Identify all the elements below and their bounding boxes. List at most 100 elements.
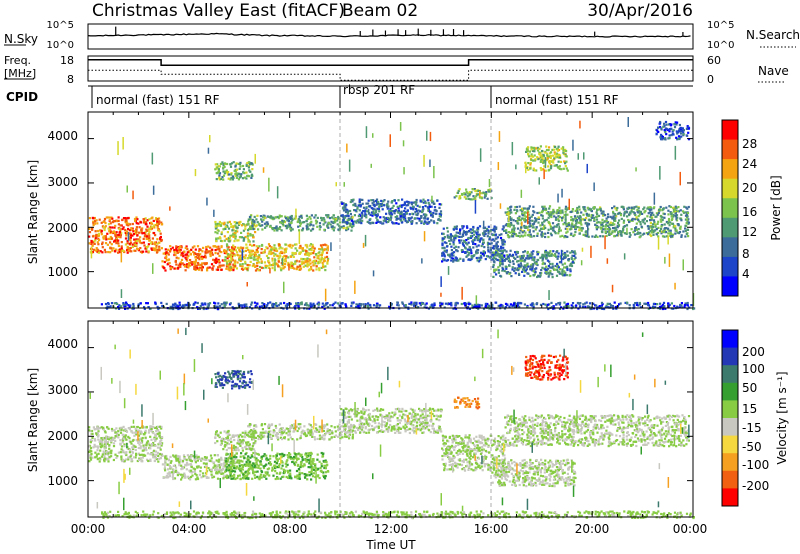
heatmap-cell (531, 265, 534, 268)
heatmap-cell (440, 212, 443, 215)
heatmap-cell (446, 245, 449, 248)
heatmap-cell (531, 213, 534, 216)
heatmap-cell (454, 303, 458, 306)
heatmap-cell (239, 165, 242, 168)
heatmap-cell (580, 260, 583, 266)
heatmap-cell (581, 226, 584, 230)
heatmap-cell (530, 158, 533, 161)
heatmap-cell (391, 206, 394, 209)
heatmap-cell (194, 258, 198, 262)
heatmap-cell (306, 228, 309, 231)
heatmap-cell (482, 241, 485, 244)
heatmap-cell (298, 231, 301, 244)
heatmap-cell (537, 251, 540, 254)
heatmap-cell (497, 304, 500, 307)
heatmap-cell (177, 305, 180, 308)
heatmap-cell (147, 233, 150, 236)
heatmap-cell (489, 242, 492, 245)
heatmap-cell (565, 303, 568, 306)
heatmap-cell (532, 205, 535, 208)
heatmap-cell (547, 235, 550, 239)
heatmap-cell (474, 198, 477, 201)
heatmap-cell (241, 263, 244, 266)
heatmap-cell (340, 214, 343, 217)
heatmap-cell (250, 176, 253, 179)
heatmap-cell (565, 274, 568, 277)
heatmap-cell (532, 274, 535, 277)
heatmap-cell (497, 266, 500, 269)
heatmap-cell (257, 258, 260, 261)
heatmap-cell (455, 225, 458, 228)
heatmap-cell (657, 220, 660, 223)
heatmap-cell (440, 292, 442, 297)
heatmap-cell (485, 191, 488, 194)
heatmap-cell (519, 235, 522, 238)
heatmap-cell (206, 269, 209, 272)
heatmap-cell (468, 230, 471, 233)
heatmap-cell (107, 227, 110, 230)
heatmap-cell (680, 219, 683, 222)
heatmap-cell (291, 218, 294, 221)
heatmap-cell (320, 216, 323, 219)
heatmap-cell (217, 224, 220, 227)
heatmap-cell (557, 218, 560, 221)
heatmap-cell (294, 260, 297, 263)
heatmap-cell (262, 266, 265, 270)
heatmap-cell (532, 210, 535, 213)
heatmap-cell (424, 216, 427, 219)
heatmap-cell (446, 259, 450, 262)
heatmap-cell (117, 141, 119, 156)
heatmap-cell (506, 212, 509, 216)
heatmap-cell (674, 227, 677, 230)
heatmap-cell (595, 221, 599, 224)
heatmap-cell (268, 177, 270, 192)
heatmap-cell (647, 304, 650, 307)
heatmap-cell (536, 234, 539, 237)
heatmap-cell (537, 258, 540, 262)
heatmap-cell (310, 265, 313, 268)
heatmap-cell (511, 230, 514, 233)
heatmap-cell (343, 220, 346, 223)
heatmap-cell (209, 246, 212, 249)
heatmap-cell (477, 307, 480, 310)
heatmap-cell (140, 241, 143, 245)
heatmap-cell (136, 239, 139, 242)
heatmap-cell (564, 162, 567, 165)
heatmap-cell (92, 222, 95, 225)
heatmap-cell (685, 134, 688, 137)
heatmap-cell (267, 243, 271, 246)
heatmap-cell (382, 200, 385, 203)
heatmap-cell (482, 250, 485, 253)
heatmap-cell (322, 304, 326, 307)
heatmap-cell (563, 160, 566, 163)
heatmap-cell (107, 251, 110, 254)
heatmap-cell (649, 209, 652, 212)
heatmap-cell (177, 307, 180, 311)
heatmap-cell (547, 228, 550, 231)
heatmap-cell (283, 260, 286, 263)
heatmap-cell (616, 234, 619, 237)
heatmap-cell (511, 228, 514, 231)
heatmap-cell (545, 145, 548, 148)
heatmap-cell (660, 227, 663, 230)
nave-label: Nave (758, 64, 789, 78)
heatmap-cell (623, 212, 626, 215)
heatmap-cell (141, 232, 144, 235)
heatmap-cell (366, 306, 369, 309)
heatmap-cell (557, 222, 560, 226)
heatmap-cell (117, 223, 120, 226)
heatmap-cell (361, 219, 364, 222)
heatmap-cell (399, 214, 402, 217)
heatmap-cell (101, 246, 104, 249)
heatmap-cell (452, 257, 455, 260)
heatmap-cell (425, 302, 428, 305)
heatmap-cell (321, 251, 324, 255)
heatmap-cell (153, 226, 156, 229)
heatmap-cell (518, 267, 521, 270)
heatmap-cell (657, 130, 660, 134)
heatmap-cell (139, 221, 143, 224)
heatmap-cell (520, 302, 523, 305)
heatmap-cell (151, 237, 154, 240)
heatmap-cell (482, 233, 485, 236)
heatmap-cell (214, 252, 217, 255)
